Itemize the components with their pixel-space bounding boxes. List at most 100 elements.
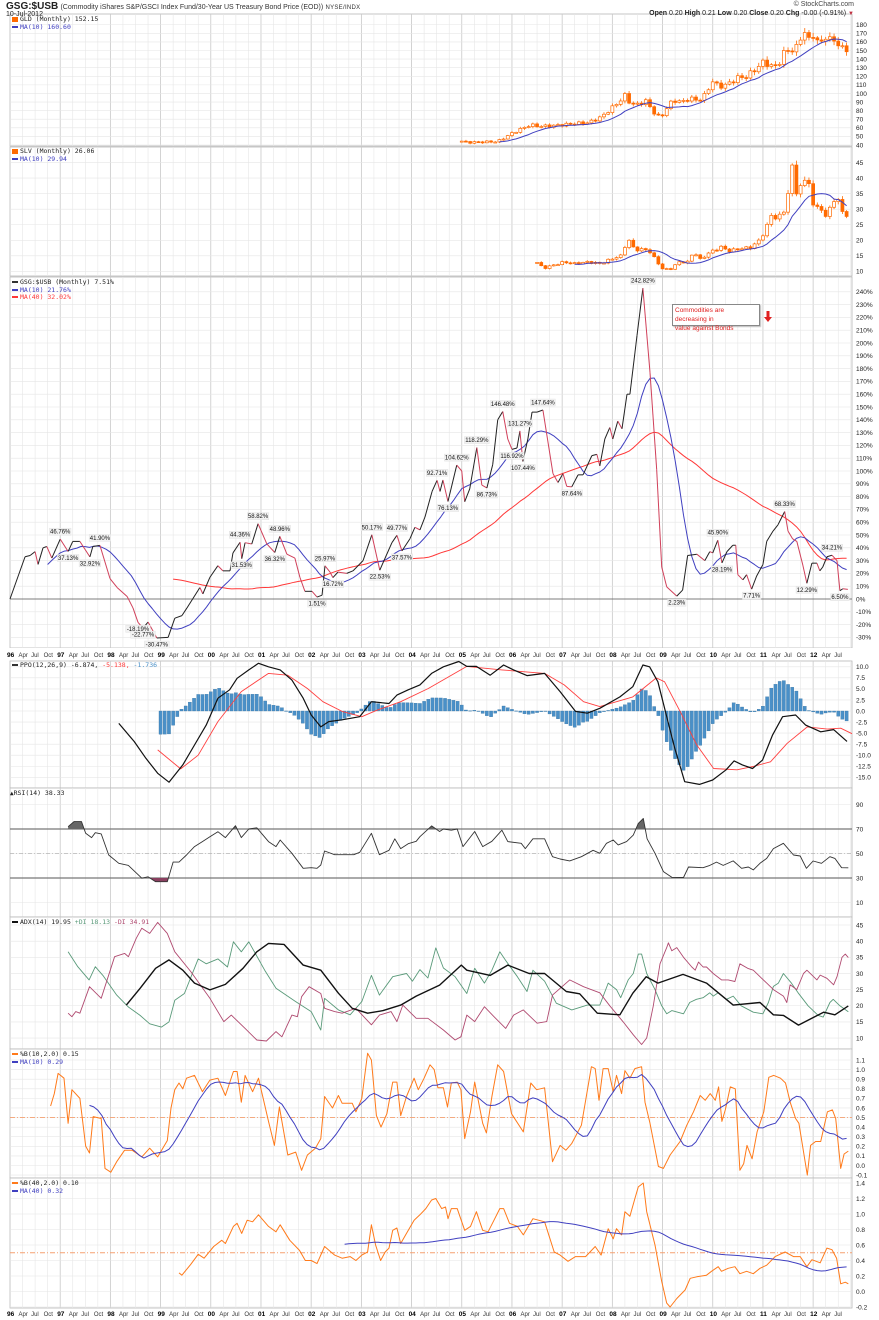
candle-up <box>681 100 686 102</box>
legend-ratio-label: GSG:$USB (Monthly) 7.51% <box>20 278 114 286</box>
ppo-histogram-bar <box>393 704 397 712</box>
high-value: 0.21 <box>702 10 716 17</box>
ppo-histogram-bar <box>284 710 288 712</box>
x-tick-month: Oct <box>495 653 505 659</box>
y-tick-label-gld: 150 <box>856 48 867 55</box>
pctb40-ma-line <box>344 1221 847 1272</box>
ratio-segment <box>709 551 713 554</box>
x-tick-month: Oct <box>44 1312 54 1318</box>
data-label: 76.13% <box>438 506 459 512</box>
ratio-segment <box>442 479 449 502</box>
data-label: -30.47% <box>146 643 169 649</box>
candle-down <box>535 123 539 128</box>
x-tick-year: 02 <box>308 652 316 659</box>
close-value: 0.20 <box>770 10 784 17</box>
y-tick-label-ppo: 2.5 <box>856 697 865 704</box>
ppo-histogram-bar <box>681 710 686 771</box>
ratio-segment <box>456 464 463 472</box>
ratio-segment <box>507 438 513 450</box>
candle-up <box>828 206 832 217</box>
ratio-segment <box>92 544 101 548</box>
data-label-box <box>444 453 470 462</box>
ratio-segment <box>332 571 339 578</box>
ppo-histogram-bar <box>652 706 656 712</box>
x-tick-month: Oct <box>144 653 154 659</box>
ratio-segment <box>352 560 364 572</box>
y-tick-label-gld: 70 <box>856 117 864 124</box>
ppo-histogram-bar <box>694 710 698 752</box>
ppo-histogram-bar <box>414 703 418 712</box>
ratio-segment <box>274 536 281 553</box>
ratio-segment <box>552 473 559 483</box>
y-tick-label-rsi: 10 <box>856 900 864 907</box>
ppo-histogram-bar <box>426 699 431 712</box>
y-tick-label-ratio: 60% <box>856 520 869 527</box>
x-tick-month: Jul <box>583 1312 591 1318</box>
data-label: 44.36% <box>230 533 251 539</box>
candle-down <box>694 96 698 101</box>
x-tick-month: Oct <box>194 1312 204 1318</box>
ratio-segment <box>266 543 276 553</box>
candle-up <box>547 265 552 269</box>
ppo-histogram-bar <box>736 703 740 712</box>
legend-ppo: PPO(12,26,9) -6.874, -5.138, -1.736 <box>12 661 157 670</box>
line-swatch-icon <box>12 1060 18 1063</box>
candle-up <box>769 64 774 67</box>
x-tick-year: 97 <box>57 652 65 659</box>
ratio-segment <box>251 523 259 545</box>
x-tick-month: Oct <box>345 653 355 659</box>
ppo-histogram-bar <box>627 702 631 712</box>
x-tick-month: Oct <box>244 653 254 659</box>
y-tick-label-ppo: -2.5 <box>856 719 868 726</box>
ppo-histogram-bar <box>669 710 673 751</box>
candle-up <box>677 100 682 103</box>
minus-di-line <box>67 921 849 1045</box>
data-label: 242.82% <box>631 279 655 285</box>
y-tick-label-slv: 45 <box>856 160 864 167</box>
candle-up <box>585 261 590 263</box>
ppo-histogram-bar <box>301 710 305 724</box>
ratio-segment <box>391 535 398 543</box>
x-tick-month: Apr <box>169 1312 178 1318</box>
line-swatch-icon <box>12 921 18 923</box>
candle-down <box>811 183 815 206</box>
x-tick-month: Jul <box>784 653 792 659</box>
x-tick-month: Apr <box>671 653 680 659</box>
legend-ppo-value: -6.874, <box>70 661 99 669</box>
ppo-histogram-bar <box>740 706 744 712</box>
data-label-box <box>830 593 850 601</box>
data-label: 46.76% <box>50 530 71 536</box>
ppo-histogram-bar <box>598 710 602 713</box>
y-tick-label-ratio: -30% <box>856 635 871 642</box>
ppo-histogram-bar <box>581 710 585 723</box>
candle-down <box>656 256 661 265</box>
y-tick-label-gld: 120 <box>856 74 867 81</box>
data-label-box <box>499 452 525 460</box>
y-tick-label-pctb40: 0.8 <box>856 1227 865 1234</box>
ratio-segment <box>174 615 183 619</box>
candle-up <box>485 140 489 144</box>
ratio-segment <box>396 535 403 552</box>
candle-down <box>790 50 795 53</box>
x-tick-month: Oct <box>797 653 807 659</box>
x-tick-month: Oct <box>546 1312 556 1318</box>
x-axis-band <box>0 648 879 660</box>
candle-down <box>627 93 631 104</box>
red-down-arrow-icon <box>764 311 772 322</box>
y-tick-label-ppo: 0.0 <box>856 708 865 715</box>
candle-down <box>731 81 736 84</box>
candle-down <box>480 141 485 144</box>
x-tick-month: Oct <box>646 1312 656 1318</box>
ppo-histogram-bar <box>506 707 510 712</box>
ratio-segment <box>109 578 118 588</box>
ratio-segment <box>241 542 246 559</box>
y-tick-label-pctb10: 0.5 <box>856 1115 865 1122</box>
x-tick-year: 03 <box>358 652 366 659</box>
candle-up <box>639 248 644 252</box>
ratio-segment <box>244 542 252 545</box>
ppo-histogram-bar <box>539 710 543 712</box>
x-tick-year: 12 <box>810 1311 818 1318</box>
x-tick-month: Oct <box>746 653 756 659</box>
x-tick-month: Apr <box>69 653 78 659</box>
x-tick-year: 01 <box>258 1311 266 1318</box>
